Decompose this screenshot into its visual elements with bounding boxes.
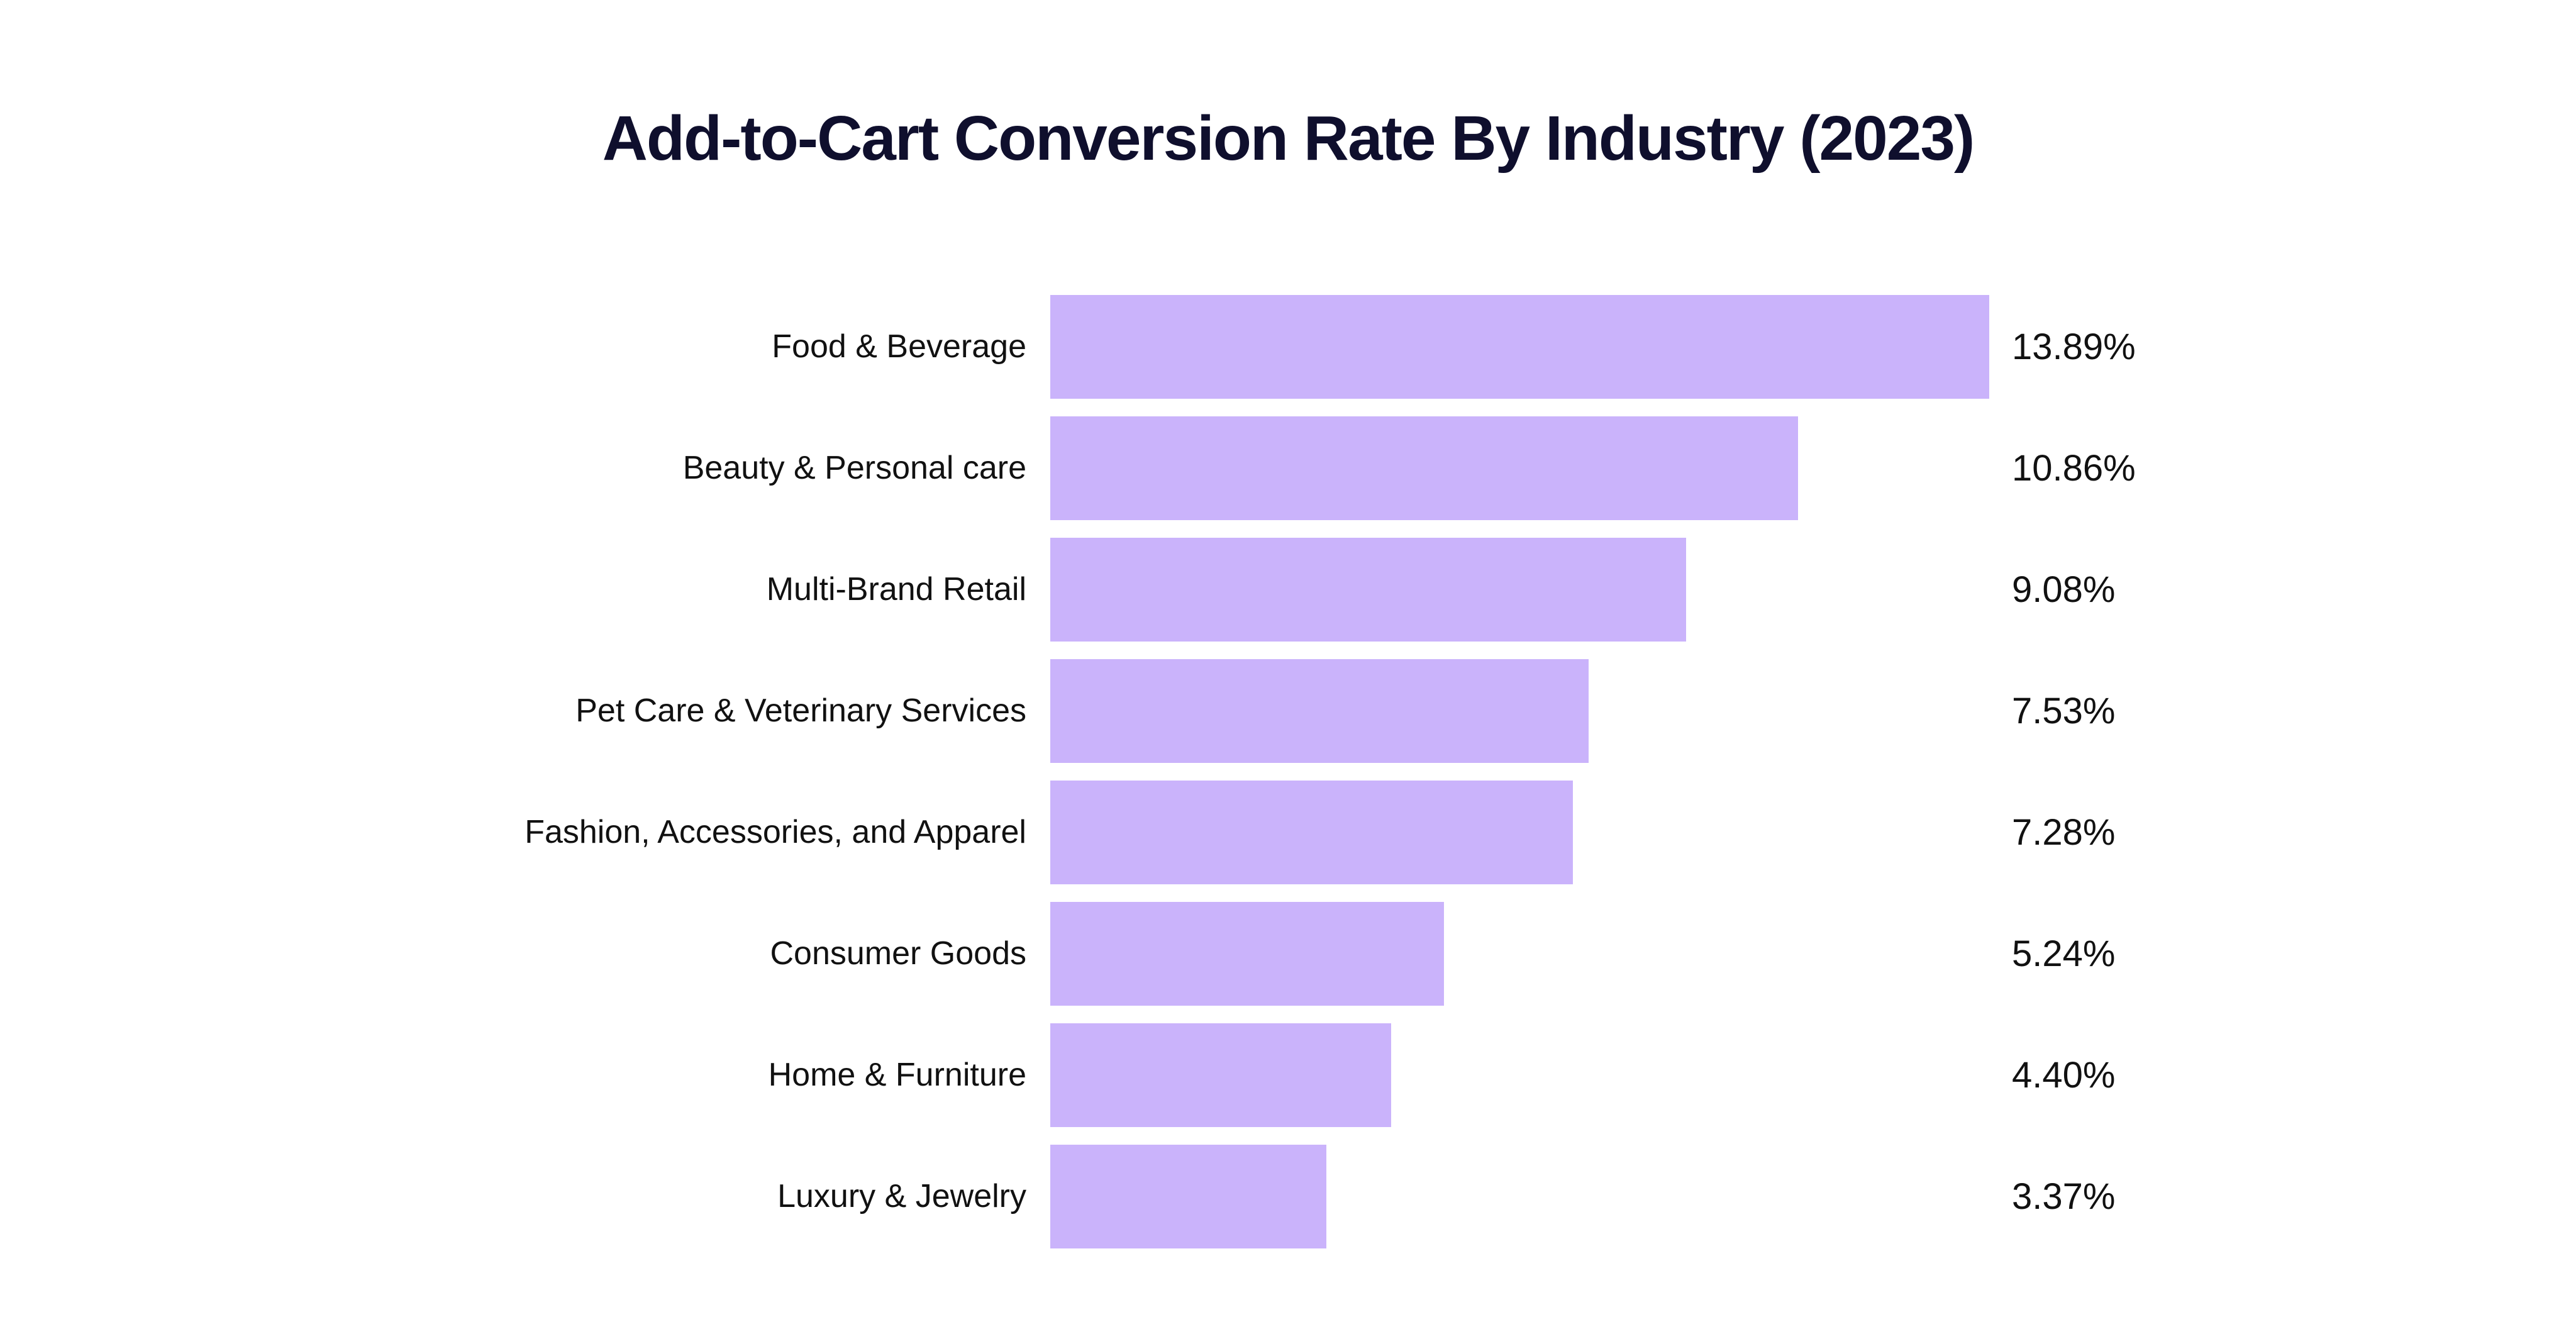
bar-value-label: 4.40%	[2012, 1055, 2116, 1096]
bar-value-label: 10.86%	[2012, 448, 2136, 489]
bar-track	[1050, 1023, 1989, 1127]
bar-track	[1050, 781, 1989, 884]
bar-row: Food & Beverage 13.89%	[0, 295, 2576, 399]
bar	[1050, 659, 1589, 763]
bar-category-label: Multi-Brand Retail	[766, 570, 1026, 608]
bar-track	[1050, 902, 1989, 1006]
bar-value-label: 3.37%	[2012, 1176, 2116, 1217]
bar-row: Beauty & Personal care 10.86%	[0, 416, 2576, 520]
bar-value-label: 9.08%	[2012, 569, 2116, 610]
bar-track	[1050, 538, 1989, 642]
bar-category-label: Consumer Goods	[770, 935, 1026, 972]
bar	[1050, 781, 1573, 884]
bar-category-label: Beauty & Personal care	[682, 449, 1026, 486]
bar-row: Multi-Brand Retail 9.08%	[0, 538, 2576, 642]
bar-category-label: Home & Furniture	[768, 1056, 1026, 1093]
bar	[1050, 1023, 1392, 1127]
bar-value-label: 5.24%	[2012, 933, 2116, 974]
bar-row: Home & Furniture 4.40%	[0, 1023, 2576, 1127]
bar-value-label: 7.28%	[2012, 812, 2116, 853]
bar-value-label: 7.53%	[2012, 691, 2116, 731]
bar-track	[1050, 416, 1989, 520]
bar-row: Luxury & Jewelry 3.37%	[0, 1145, 2576, 1248]
bar	[1050, 902, 1445, 1006]
bar-chart: Food & Beverage 13.89% Beauty & Personal…	[0, 295, 2576, 1248]
bar-track	[1050, 659, 1989, 763]
bar-row: Consumer Goods 5.24%	[0, 902, 2576, 1006]
bar-category-label: Fashion, Accessories, and Apparel	[525, 813, 1026, 850]
bar-track	[1050, 1145, 1989, 1248]
bar	[1050, 416, 1799, 520]
bar-row: Pet Care & Veterinary Services 7.53%	[0, 659, 2576, 763]
bar-row: Fashion, Accessories, and Apparel 7.28%	[0, 781, 2576, 884]
bar-category-label: Luxury & Jewelry	[777, 1177, 1026, 1214]
bar	[1050, 295, 1989, 399]
chart-title: Add-to-Cart Conversion Rate By Industry …	[602, 103, 1975, 174]
bar-category-label: Food & Beverage	[772, 328, 1026, 365]
bar	[1050, 1145, 1327, 1248]
bar-value-label: 13.89%	[2012, 326, 2136, 367]
bar-category-label: Pet Care & Veterinary Services	[575, 692, 1026, 729]
bar-track	[1050, 295, 1989, 399]
bar	[1050, 538, 1687, 642]
